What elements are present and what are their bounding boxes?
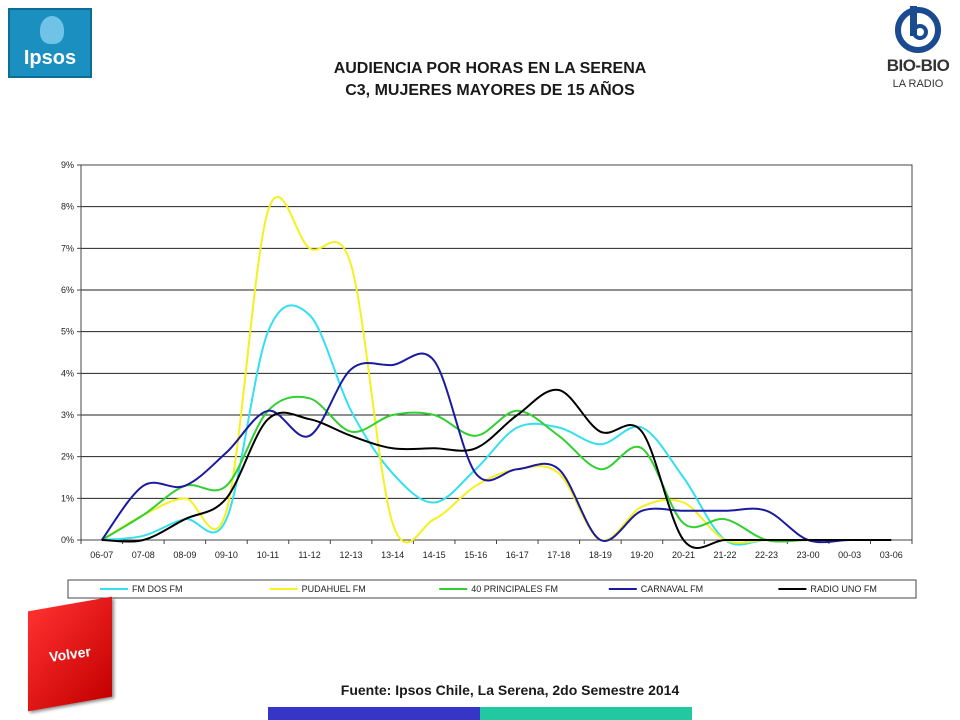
- x-axis-ticks: 06-07 07-08 08-09 09-10 10-11 11-12 12-13 13-14…: [80, 540, 913, 560]
- y-tick-label: 5%: [61, 327, 74, 337]
- series-line-4: [101, 388, 892, 549]
- x-tick-label: 03-06: [880, 550, 903, 560]
- y-tick-label: 3%: [61, 410, 74, 420]
- y-tick-label: 6%: [61, 285, 74, 295]
- footer-bar-blue: [268, 707, 480, 720]
- page-title-line-1: AUDIENCIA POR HORAS EN LA SERENA: [333, 60, 647, 77]
- source-caption: Fuente: Ipsos Chile, La Serena, 2do Seme…: [340, 682, 680, 698]
- chart-series: [101, 195, 892, 549]
- legend-box: [67, 579, 917, 599]
- x-tick-label: 16-17: [506, 550, 529, 560]
- x-tick-label: 18-19: [589, 550, 612, 560]
- legend-label: FM DOS FM: [132, 584, 183, 594]
- x-tick-label: 09-10: [215, 550, 238, 560]
- y-tick-label: 1%: [61, 493, 74, 503]
- footer-bar-teal: [480, 707, 692, 720]
- ipsos-logo-text: Ipsos: [23, 47, 77, 69]
- y-tick-label: 9%: [61, 160, 74, 170]
- x-tick-label: 20-21: [672, 550, 695, 560]
- x-tick-label: 11-12: [298, 550, 320, 560]
- x-tick-label: 07-08: [132, 550, 155, 560]
- x-tick-label: 12-13: [340, 550, 363, 560]
- y-tick-label: 7%: [61, 243, 74, 253]
- x-tick-label: 23-00: [797, 550, 820, 560]
- x-tick-label: 21-22: [714, 550, 737, 560]
- legend-label: RADIO UNO FM: [810, 584, 877, 594]
- chart-legend: FM DOS FM PUDAHUEL FM 40 PRINCIPALES FM CAR…: [100, 584, 877, 594]
- series-line-0: [101, 304, 892, 546]
- legend-label: PUDAHUEL FM: [302, 584, 366, 594]
- x-tick-label: 13-14: [381, 550, 404, 560]
- page-title-line-2: C3, MUJERES MAYORES DE 15 AÑOS: [345, 82, 635, 99]
- x-tick-label: 10-11: [257, 550, 279, 560]
- x-tick-label: 19-20: [630, 550, 653, 560]
- legend-label: 40 PRINCIPALES FM: [471, 584, 558, 594]
- y-tick-label: 8%: [61, 202, 74, 212]
- biobio-logo: BIO-BIO LA RADIO: [880, 4, 956, 104]
- x-tick-label: 00-03: [838, 550, 861, 560]
- volver-button[interactable]: Volver: [28, 596, 112, 712]
- biobio-logo-subtext: LA RADIO: [892, 78, 944, 90]
- y-axis-ticks: 0% 1% 2% 3% 4% 5% 6% 7% 8% 9%: [61, 160, 81, 545]
- biobio-logo-text: BIO-BIO: [886, 56, 950, 75]
- y-tick-label: 4%: [61, 368, 74, 378]
- x-tick-label: 08-09: [173, 550, 196, 560]
- x-tick-label: 17-18: [547, 550, 570, 560]
- ipsos-logo: Ipsos: [8, 8, 92, 78]
- x-tick-label: 15-16: [464, 550, 487, 560]
- x-tick-label: 22-23: [755, 550, 778, 560]
- series-line-3: [101, 352, 892, 544]
- legend-label: CARNAVAL FM: [641, 584, 703, 594]
- y-tick-label: 0%: [61, 535, 74, 545]
- biobio-radio-icon: [895, 6, 941, 53]
- series-line-2: [101, 395, 892, 543]
- x-tick-label: 06-07: [90, 550, 113, 560]
- ipsos-logo-head-icon: [40, 16, 64, 44]
- plot-area-frame: [80, 164, 913, 541]
- x-tick-label: 14-15: [423, 550, 446, 560]
- chart-gridlines: [81, 206, 912, 499]
- y-tick-label: 2%: [61, 452, 74, 462]
